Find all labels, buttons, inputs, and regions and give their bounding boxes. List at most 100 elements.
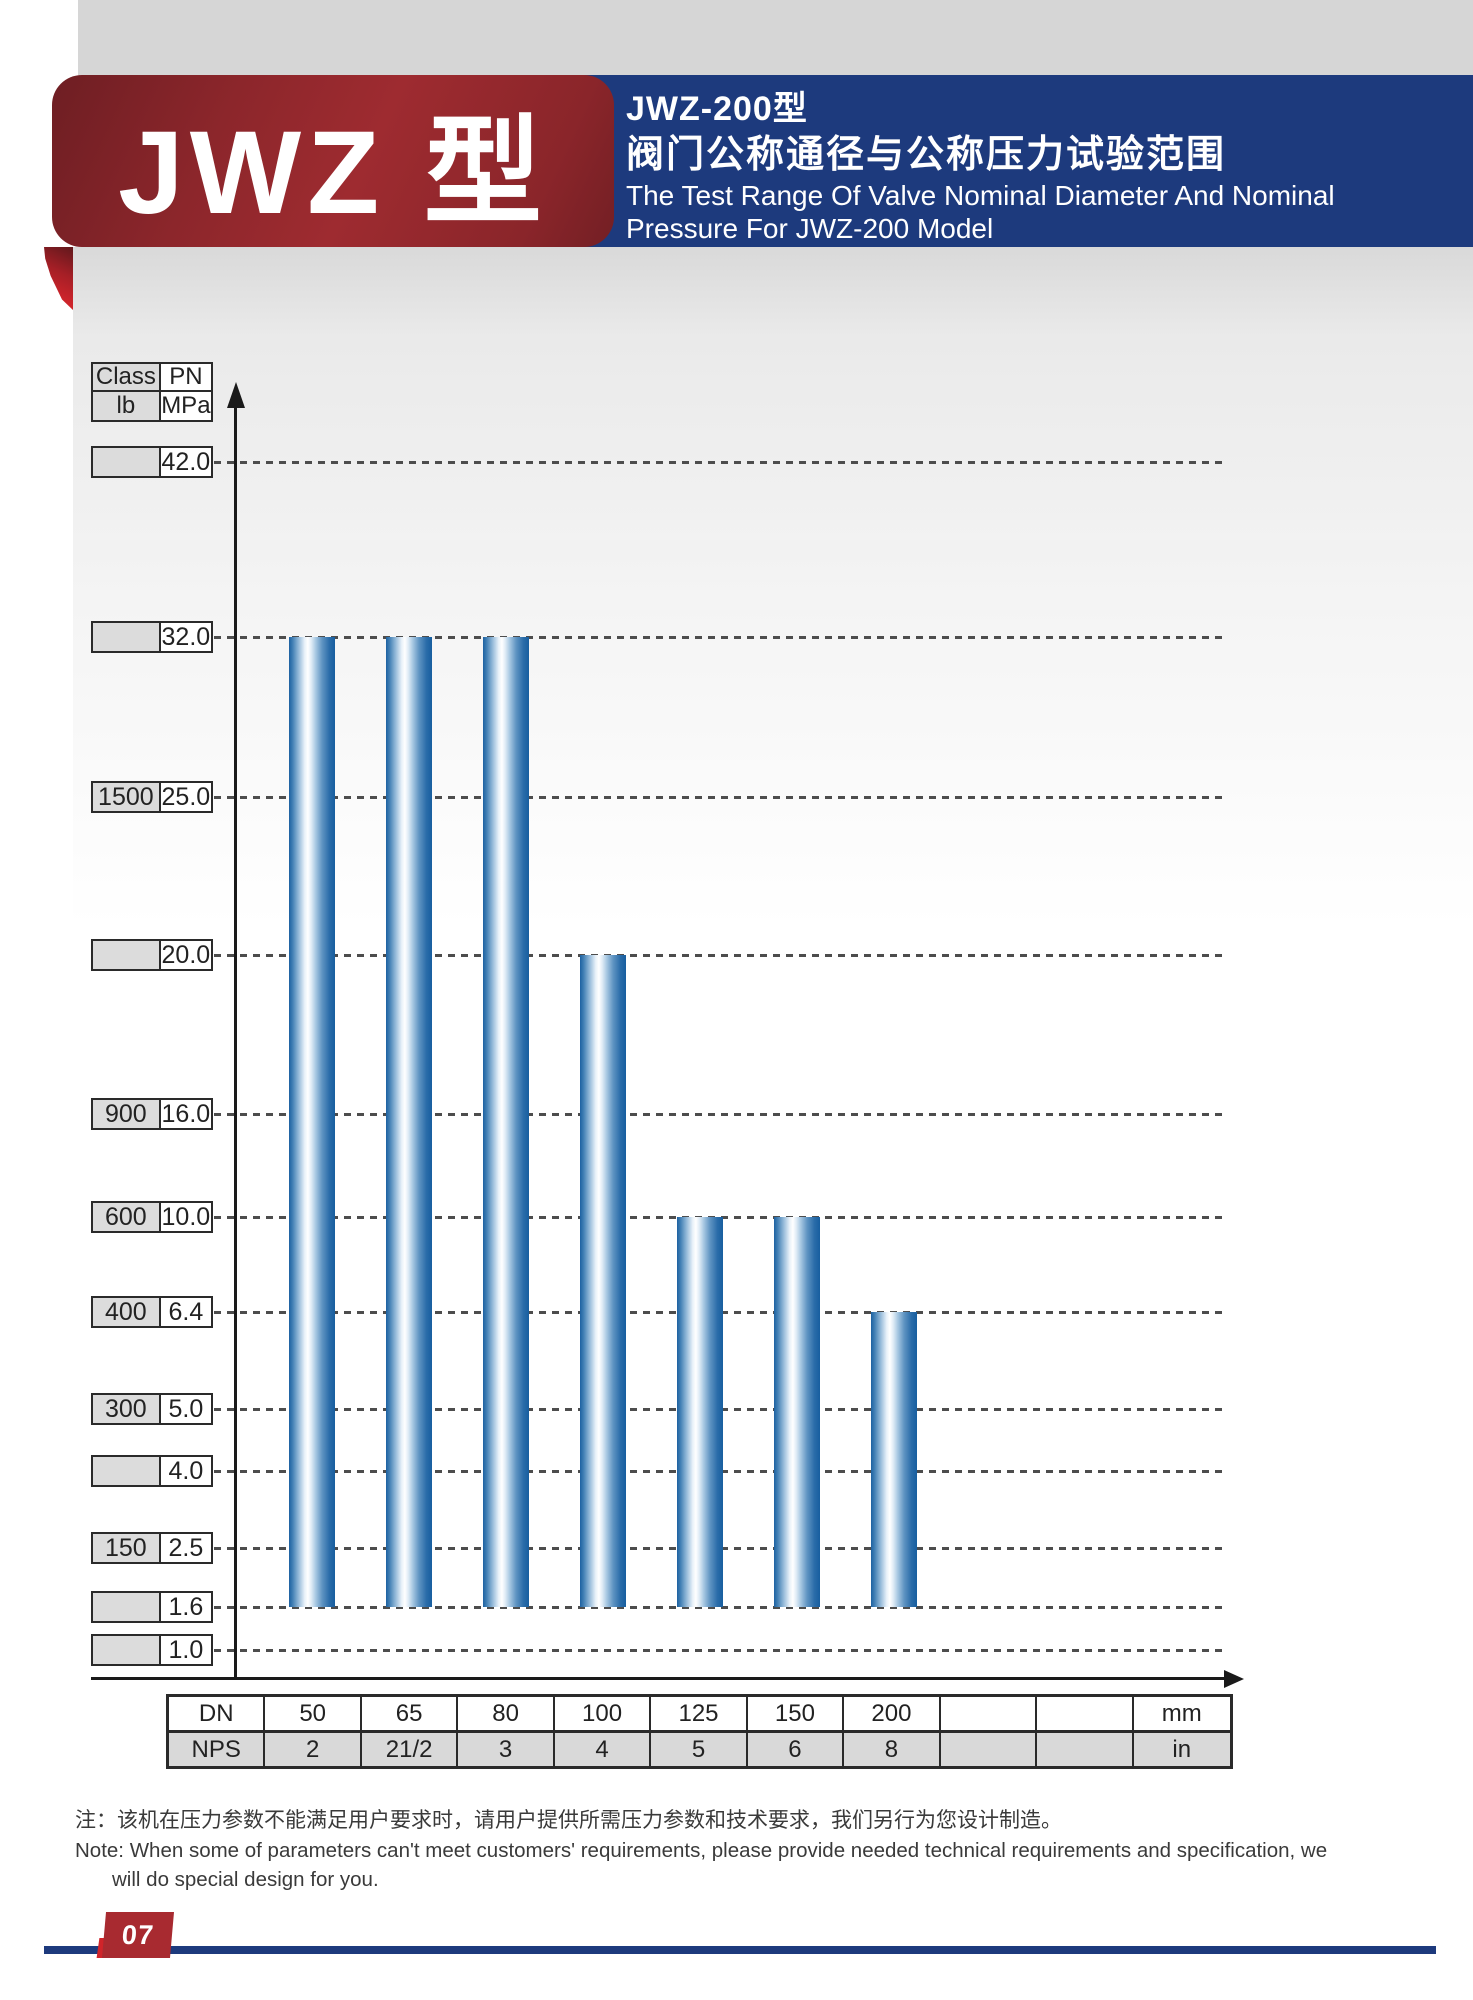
axis-header-class: Class [93,363,161,392]
footnote-english-line2: will do special design for you. [112,1868,379,1891]
tick-pn-value: 1.0 [160,1636,211,1664]
tick-label-pn-5.0: 300 5.0 [91,1393,213,1425]
dn-cell-6: 150 [748,1697,845,1730]
bar-dn-100 [580,955,626,1607]
tick-pn-value: 2.5 [160,1534,211,1562]
tick-pn-value: 20.0 [160,940,211,969]
tick-label-pn-10.0: 600 10.0 [91,1201,213,1233]
nps-cell-0: NPS [169,1733,266,1766]
tick-pn-value: 16.0 [160,1099,211,1128]
page-number: 07 [120,1919,156,1950]
tick-pn-value: 25.0 [160,782,211,811]
dn-cell-0: DN [169,1697,266,1730]
gridline-pn-25.0 [214,796,1227,799]
dn-nps-table: DN 50 65 80 100 125 150 200 mm NPS 2 21/2 3 4 5 6 8 in [166,1694,1233,1769]
nps-cell-1: 2 [265,1733,362,1766]
nps-cell-7: 8 [844,1733,941,1766]
ribbon-fold [44,247,74,311]
title-english-line2: Pressure For JWZ-200 Model [626,213,994,244]
nps-cell-8 [941,1733,1038,1766]
tick-label-pn-1.0: 1.0 [91,1634,213,1666]
nps-cell-9 [1037,1733,1134,1766]
dn-cell-10: mm [1161,1699,1202,1727]
tick-class-value: 150 [93,1534,161,1562]
content-panel [73,247,1473,1800]
tick-pn-value: 5.0 [160,1395,211,1423]
gridline-pn-1.0 [214,1649,1227,1652]
tick-class-value: 1500 [93,783,161,811]
dn-cell-1: 50 [265,1697,362,1730]
nps-cell-10: in [1172,1735,1192,1763]
title-chinese: 阀门公称通径与公称压力试验范围 [626,134,1227,176]
title-model: JWZ-200型 [626,90,808,128]
tick-class-value [93,1593,161,1621]
model-ribbon-label: JWZ 型 [118,106,548,239]
dn-cell-2: 65 [362,1697,459,1730]
bar-dn-50 [289,637,335,1607]
x-axis-line [91,1677,1228,1680]
tick-class-value [93,1457,161,1485]
axis-header-mpa: MPa [160,392,211,420]
tick-pn-value: 6.4 [160,1298,211,1326]
tick-pn-value: 1.6 [160,1593,211,1621]
nps-cell-2: 21/2 [362,1733,459,1766]
bar-dn-80 [483,637,529,1607]
tick-label-pn-16.0: 900 16.0 [91,1098,213,1130]
y-axis-arrow-icon [227,382,245,408]
dn-cell-5: 125 [651,1697,748,1730]
gridline-pn-16.0 [214,1113,1227,1116]
gridline-pn-1.6 [214,1606,1227,1609]
title-english-line1: The Test Range Of Valve Nominal Diameter… [626,180,1335,211]
y-axis-line [234,404,237,1678]
nps-cell-4: 4 [555,1733,652,1766]
bar-dn-150 [774,1217,820,1607]
axis-unit-header-row1: Class PN [93,363,211,392]
tick-class-value [93,623,161,651]
gridline-pn-42.0 [214,461,1227,464]
tick-label-pn-32.0: 32.0 [91,621,213,653]
model-ribbon: JWZ 型 [52,75,614,247]
gridline-pn-32.0 [214,636,1227,639]
bar-dn-125 [677,1217,723,1607]
tick-class-value: 300 [93,1395,161,1423]
axis-unit-header-row2: lb MPa [93,392,211,420]
tick-class-value [93,1636,161,1664]
footnote-english-line1: Note: When some of parameters can't meet… [75,1839,1328,1862]
tick-label-pn-4.0: 4.0 [91,1455,213,1487]
page-number-badge: 07 [101,1912,175,1958]
tick-label-pn-25.0: 1500 25.0 [91,781,213,813]
axis-header-pn: PN [160,363,211,392]
tick-pn-value: 42.0 [160,447,211,476]
tick-class-value: 900 [93,1100,161,1128]
footnote-block: 注：该机在压力参数不能满足用户要求时，请用户提供所需压力参数和技术要求，我们另行… [75,1806,1415,1894]
footer-rule [44,1946,1436,1954]
top-gray-strip [78,0,1473,75]
axis-unit-header: Class PN lb MPa [91,362,213,422]
x-axis-arrow-icon [1224,1670,1244,1688]
header-titles: JWZ-200型 阀门公称通径与公称压力试验范围 The Test Range … [626,87,1335,245]
gridline-pn-20.0 [214,954,1227,957]
tick-label-pn-2.5: 150 2.5 [91,1532,213,1564]
dn-cell-4: 100 [555,1697,652,1730]
nps-cell-3: 3 [458,1733,555,1766]
bar-dn-200 [871,1312,917,1607]
table-row-nps: NPS 2 21/2 3 4 5 6 8 in [169,1733,1230,1766]
bar-dn-65 [386,637,432,1607]
dn-cell-7: 200 [844,1697,941,1730]
table-row-dn: DN 50 65 80 100 125 150 200 mm [169,1697,1230,1733]
tick-label-pn-20.0: 20.0 [91,939,213,971]
tick-label-pn-42.0: 42.0 [91,446,213,478]
tick-class-value [93,448,161,476]
tick-pn-value: 10.0 [160,1202,211,1231]
tick-label-pn-6.4: 400 6.4 [91,1296,213,1328]
footnote-chinese: 注：该机在压力参数不能满足用户要求时，请用户提供所需压力参数和技术要求，我们另行… [75,1809,1062,1832]
tick-class-value: 400 [93,1298,161,1326]
dn-cell-8 [941,1697,1038,1730]
dn-cell-9 [1037,1697,1134,1730]
tick-pn-value: 4.0 [160,1457,211,1485]
tick-class-value: 600 [93,1203,161,1231]
tick-class-value [93,941,161,969]
tick-label-pn-1.6: 1.6 [91,1591,213,1623]
nps-cell-6: 6 [748,1733,845,1766]
